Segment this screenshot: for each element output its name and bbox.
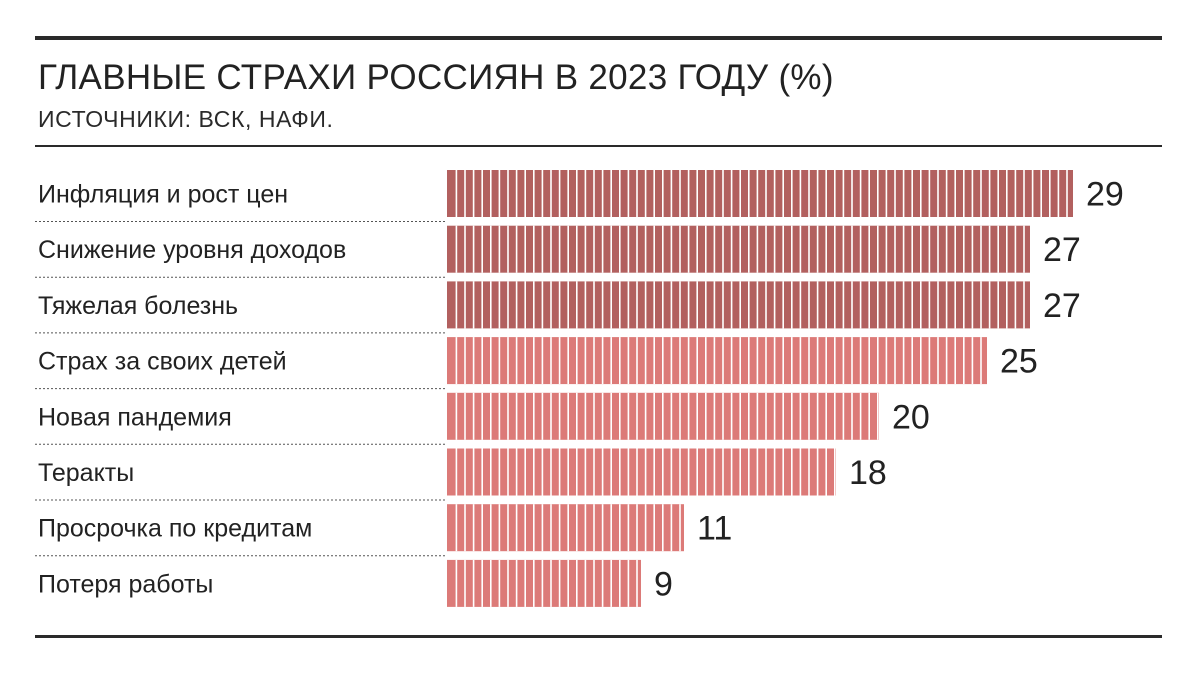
bar-stripes — [455, 504, 681, 552]
top-rule — [35, 36, 1162, 40]
bar-row: Тяжелая болезнь 27 — [35, 281, 1081, 334]
bar-stripes — [455, 225, 1025, 273]
bar-stripes — [455, 281, 1025, 329]
value-label: 27 — [1043, 231, 1081, 269]
category-label: Тяжелая болезнь — [38, 292, 238, 320]
category-label: Потеря работы — [38, 570, 213, 598]
bar-row: Потеря работы 9 — [38, 559, 673, 607]
category-label: Просрочка по кредитам — [38, 515, 312, 543]
category-label: Инфляция и рост цен — [38, 181, 288, 209]
bar-stripes — [455, 559, 638, 607]
bar-row: Страх за своих детей 25 — [35, 337, 1038, 390]
bar-row: Инфляция и рост цен 29 — [35, 170, 1124, 222]
bar — [447, 448, 836, 496]
value-label: 9 — [654, 565, 673, 603]
value-label: 11 — [697, 510, 732, 548]
category-label: Новая пандемия — [38, 403, 232, 431]
value-label: 29 — [1086, 176, 1124, 214]
value-label: 25 — [1000, 343, 1038, 381]
bar — [447, 281, 1030, 329]
bar-row: Просрочка по кредитам 11 — [35, 504, 732, 557]
bar-row: Новая пандемия 20 — [35, 392, 930, 445]
value-label: 27 — [1043, 287, 1081, 325]
bar-stripes — [455, 170, 1068, 217]
bar — [447, 225, 1030, 273]
bar-row: Теракты 18 — [35, 448, 887, 501]
category-label: Страх за своих детей — [38, 348, 287, 376]
bottom-rule — [35, 635, 1162, 638]
bar-stripes — [455, 337, 982, 385]
bar — [447, 170, 1073, 217]
bar-stripes — [455, 448, 836, 496]
chart-source: ИСТОЧНИКИ: ВСК, НАФИ. — [38, 106, 334, 132]
bar-row: Снижение уровня доходов 27 — [35, 225, 1081, 278]
chart-title: ГЛАВНЫЕ СТРАХИ РОССИЯН В 2023 ГОДУ (%) — [38, 58, 834, 97]
category-label: Снижение уровня доходов — [38, 236, 346, 264]
bar — [447, 559, 641, 607]
bar — [447, 504, 684, 552]
value-label: 20 — [892, 398, 930, 436]
header-rule — [35, 145, 1162, 147]
category-label: Теракты — [38, 459, 134, 487]
bar — [447, 337, 987, 385]
bar-stripes — [455, 392, 879, 440]
value-label: 18 — [849, 454, 887, 492]
